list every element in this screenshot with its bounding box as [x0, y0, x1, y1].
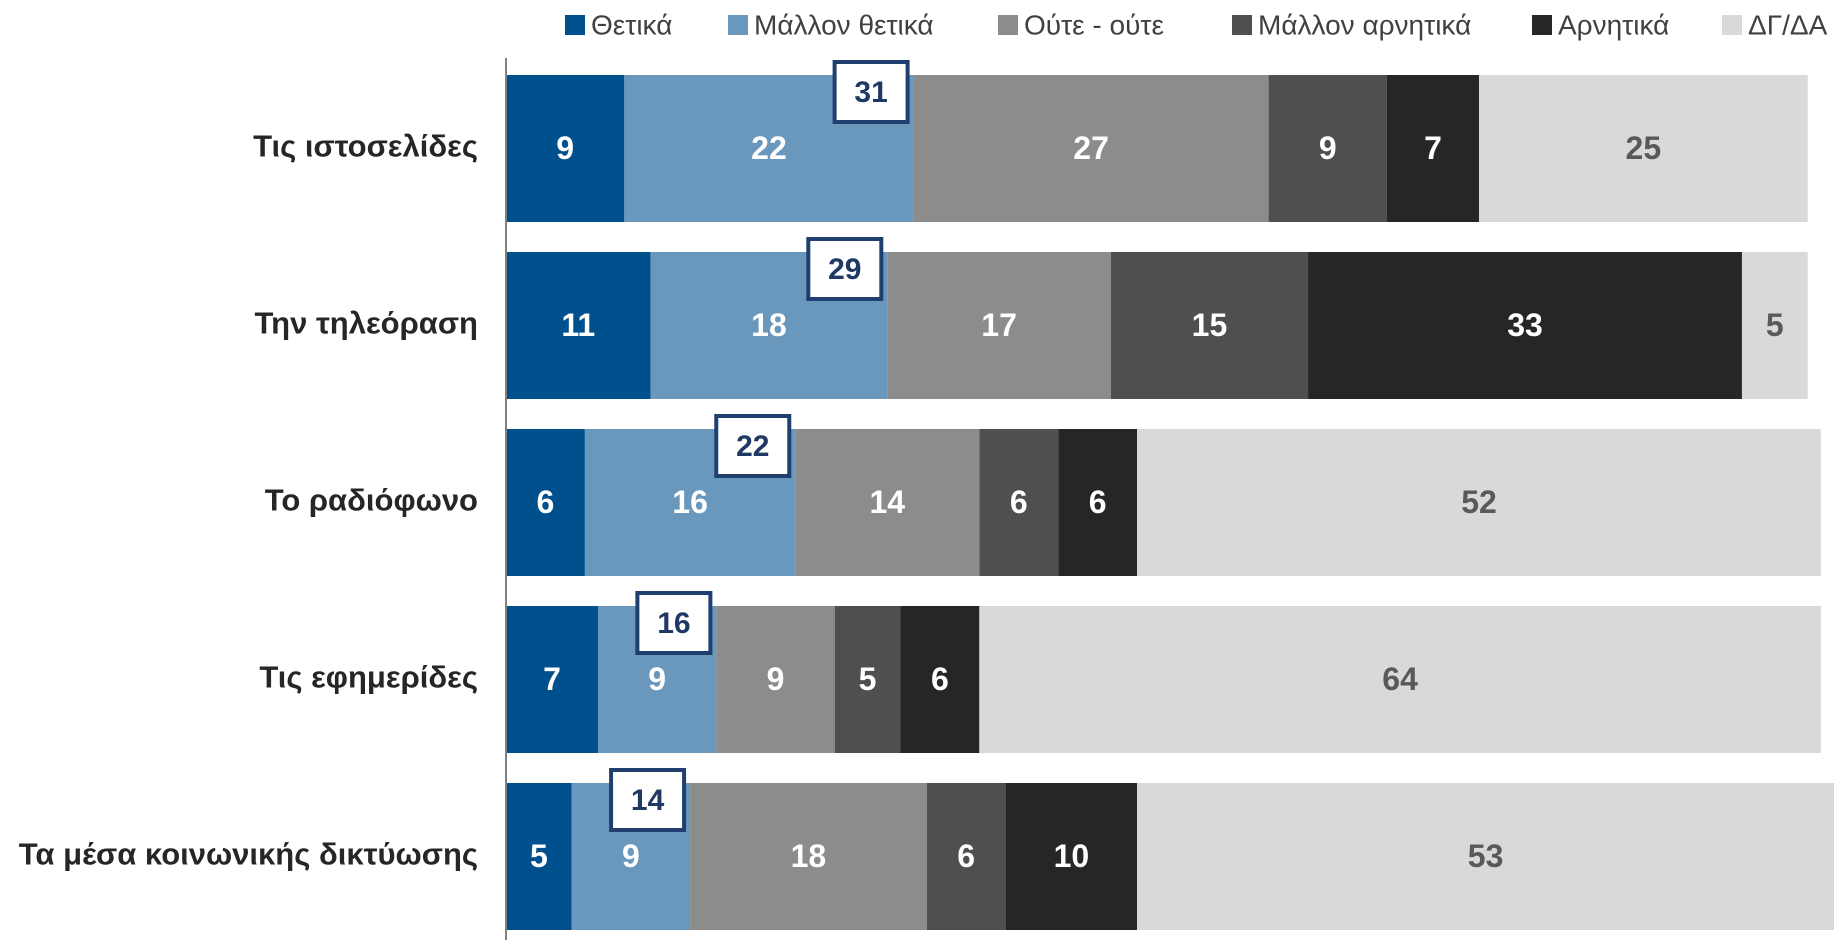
value-label: 53	[1468, 838, 1504, 874]
bar-segment	[1741, 252, 1808, 399]
bar-segment	[1137, 783, 1834, 930]
value-label: 6	[1089, 484, 1107, 520]
value-label: 33	[1507, 307, 1543, 343]
bar-segment	[979, 606, 1821, 753]
bar-segment	[1478, 75, 1808, 222]
value-label: 6	[957, 838, 975, 874]
bar-segment	[979, 429, 1059, 576]
value-label: 9	[556, 130, 574, 166]
total-box	[806, 237, 884, 301]
bar-segment	[506, 606, 599, 753]
bar-segment	[506, 252, 651, 399]
value-label: 9	[622, 838, 640, 874]
total-label: 14	[631, 784, 665, 817]
total-label: 31	[854, 76, 887, 109]
value-label: 5	[530, 838, 548, 874]
value-label: 15	[1192, 307, 1228, 343]
total-box	[609, 768, 687, 832]
value-label: 18	[751, 307, 787, 343]
bar-segment	[1268, 75, 1387, 222]
value-label: 10	[1054, 838, 1090, 874]
bar-segment	[887, 252, 1111, 399]
value-label: 6	[1010, 484, 1028, 520]
total-box	[635, 591, 713, 655]
legend-label: Ούτε - ούτε	[1024, 9, 1164, 40]
bar-segment	[1308, 252, 1742, 399]
value-label: 14	[870, 484, 906, 520]
value-label: 7	[1424, 130, 1442, 166]
value-label: 7	[543, 661, 561, 697]
bar-segment	[506, 429, 585, 576]
value-label: 9	[1319, 130, 1337, 166]
legend-swatch	[1532, 15, 1552, 35]
bar-segment	[1005, 783, 1138, 930]
legend-swatch	[728, 15, 748, 35]
legend-label: Θετικά	[591, 9, 672, 40]
bar-segment	[506, 75, 625, 222]
bar-segment	[913, 75, 1269, 222]
legend-label: Μάλλον αρνητικά	[1258, 9, 1471, 40]
value-label: 18	[791, 838, 827, 874]
value-label: 25	[1626, 130, 1662, 166]
category-label: Το ραδιόφωνο	[265, 483, 478, 518]
legend-label: Αρνητικά	[1558, 9, 1669, 40]
category-label: Την τηλεόραση	[255, 306, 478, 341]
bar-segment	[1386, 75, 1479, 222]
value-label: 11	[561, 307, 595, 343]
total-label: 29	[828, 253, 861, 286]
category-label: Τις ιστοσελίδες	[253, 129, 478, 164]
bar-segment	[690, 783, 927, 930]
value-label: 17	[981, 307, 1017, 343]
value-label: 64	[1382, 661, 1418, 697]
category-label: Τις εφημερίδες	[259, 660, 478, 695]
bar-segment	[795, 429, 980, 576]
bar-segment	[1110, 252, 1309, 399]
value-label: 9	[648, 661, 666, 697]
total-box	[832, 60, 910, 124]
bar-segment	[834, 606, 901, 753]
value-label: 6	[537, 484, 555, 520]
legend-swatch	[1722, 15, 1742, 35]
legend-swatch	[565, 15, 585, 35]
value-label: 27	[1073, 130, 1109, 166]
bar-segment	[926, 783, 1006, 930]
legend-swatch	[1232, 15, 1252, 35]
bar-segment	[900, 606, 980, 753]
total-label: 22	[736, 430, 769, 463]
legend-label: Μάλλον θετικά	[754, 9, 934, 40]
legend-label: ΔΓ/ΔΑ	[1748, 9, 1828, 40]
bar-segment	[506, 783, 572, 930]
value-label: 6	[931, 661, 949, 697]
legend-swatch	[998, 15, 1018, 35]
total-box	[714, 414, 792, 478]
value-label: 16	[672, 484, 708, 520]
value-label: 9	[767, 661, 785, 697]
category-label: Τα μέσα κοινωνικής δικτύωσης	[19, 837, 478, 872]
bar-segment	[1058, 429, 1138, 576]
value-label: 5	[1766, 307, 1784, 343]
total-label: 16	[657, 607, 690, 640]
value-label: 22	[751, 130, 787, 166]
value-label: 5	[859, 661, 877, 697]
bar-segment	[1137, 429, 1821, 576]
bar-segment	[716, 606, 835, 753]
value-label: 52	[1461, 484, 1497, 520]
